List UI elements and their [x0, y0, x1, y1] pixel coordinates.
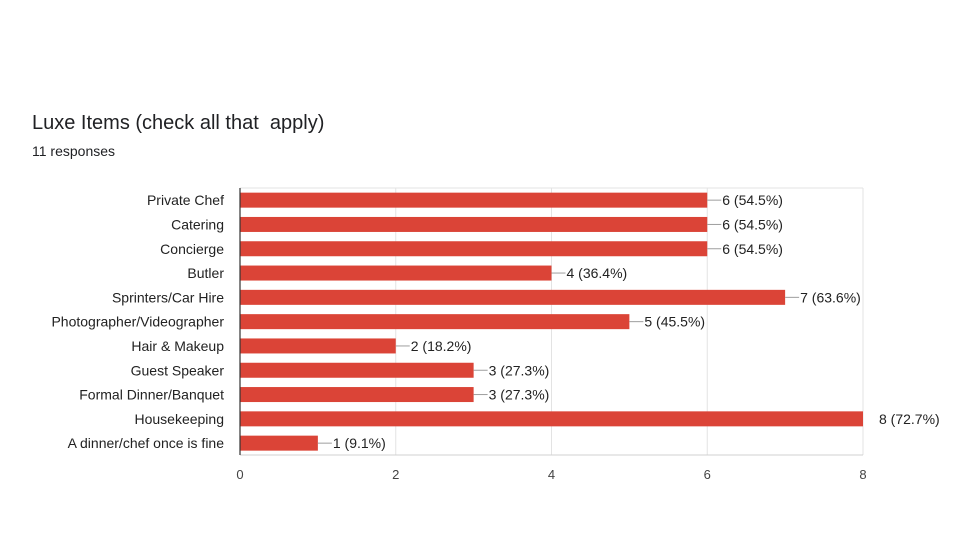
data-label: 8 (72.7%)	[879, 411, 940, 427]
data-label: 6 (54.5%)	[722, 241, 783, 257]
category-label: Sprinters/Car Hire	[112, 289, 224, 305]
data-label: 6 (54.5%)	[722, 192, 783, 208]
category-label: Guest Speaker	[131, 362, 225, 378]
bar	[240, 314, 630, 330]
data-label: 6 (54.5%)	[722, 216, 783, 232]
category-label: Butler	[187, 265, 224, 281]
data-label: 1 (9.1%)	[333, 435, 386, 451]
x-tick-label: 2	[392, 467, 399, 482]
bar	[240, 411, 863, 427]
bar	[240, 216, 708, 232]
category-label: Photographer/Videographer	[51, 314, 224, 330]
x-tick-label: 0	[236, 467, 243, 482]
data-label: 3 (27.3%)	[489, 362, 550, 378]
bar	[240, 338, 396, 354]
category-label: Concierge	[160, 241, 224, 257]
category-label: A dinner/chef once is fine	[68, 435, 225, 451]
category-label: Formal Dinner/Banquet	[79, 387, 224, 403]
chart-title: Luxe Items (check all that apply)	[32, 112, 325, 134]
bar	[240, 265, 552, 281]
response-count: 11 responses	[32, 143, 116, 159]
bar	[240, 435, 318, 451]
category-label: Hair & Makeup	[131, 338, 224, 354]
bar	[240, 387, 474, 403]
category-label: Housekeeping	[134, 411, 224, 427]
bar	[240, 192, 708, 208]
data-label: 2 (18.2%)	[411, 338, 472, 354]
data-label: 4 (36.4%)	[567, 265, 628, 281]
x-tick-label: 4	[548, 467, 555, 482]
x-tick-label: 8	[859, 467, 866, 482]
data-label: 3 (27.3%)	[489, 387, 550, 403]
bar	[240, 362, 474, 378]
bar	[240, 241, 708, 257]
x-tick-label: 6	[704, 467, 711, 482]
category-label: Catering	[171, 216, 224, 232]
category-label: Private Chef	[147, 192, 224, 208]
data-label: 7 (63.6%)	[800, 289, 861, 305]
data-label: 5 (45.5%)	[644, 314, 705, 330]
bar	[240, 289, 786, 305]
